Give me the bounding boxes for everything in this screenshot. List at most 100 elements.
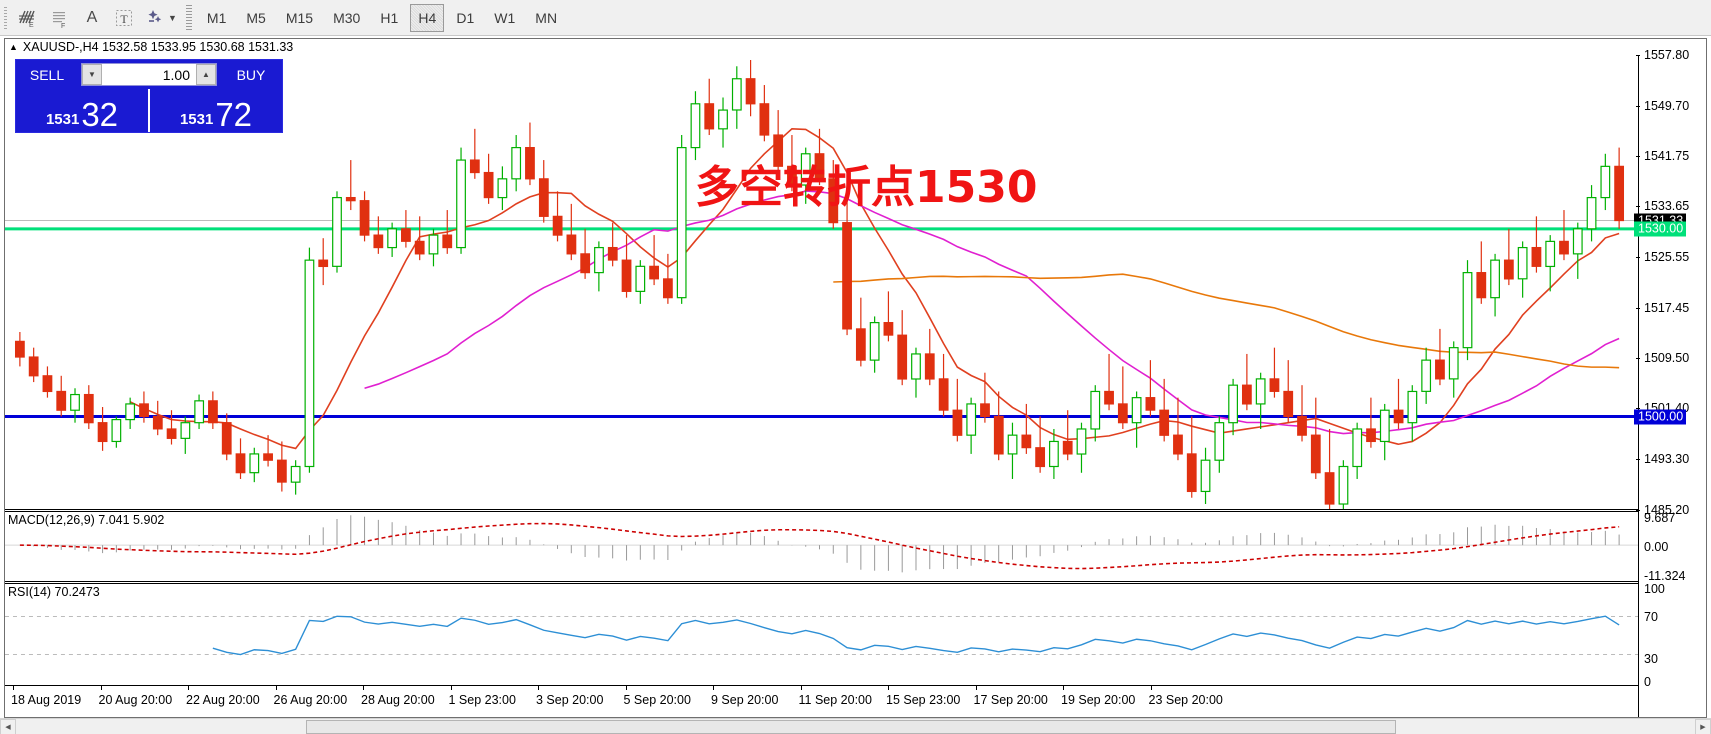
macd-tick-label: 0.00 bbox=[1644, 539, 1669, 554]
timeframe-mn[interactable]: MN bbox=[535, 9, 558, 26]
main-toolbar: E F A T bbox=[0, 0, 1711, 36]
timeframe-h4[interactable]: H4 bbox=[410, 3, 445, 32]
time-tick-mark bbox=[100, 686, 102, 690]
price-tick-mark bbox=[1636, 357, 1640, 359]
rsi-pane[interactable]: RSI(14) 70.2473 bbox=[5, 583, 1638, 687]
macd-tick-label: 9.687 bbox=[1644, 511, 1676, 526]
time-tick-label: 15 Sep 23:00 bbox=[886, 693, 961, 707]
crosshair-grid-icon[interactable]: F bbox=[45, 3, 75, 33]
volume-value[interactable]: 1.00 bbox=[162, 66, 190, 83]
time-tick-label: 3 Sep 20:00 bbox=[536, 693, 604, 707]
macd-chart-canvas bbox=[5, 515, 1638, 573]
volume-increment-button[interactable]: ▲ bbox=[196, 64, 216, 85]
text-label-icon[interactable]: A bbox=[86, 8, 98, 26]
symbol-ohlc-text: XAUUSD-,H4 1532.58 1533.95 1530.68 1531.… bbox=[22, 40, 294, 54]
price-tick-label: 1549.70 bbox=[1644, 98, 1690, 113]
sell-button[interactable]: 1531 32 bbox=[16, 89, 148, 132]
chart-window[interactable]: ▲ XAUUSD-,H4 1532.58 1533.95 1530.68 153… bbox=[4, 38, 1707, 718]
price-tick-mark bbox=[1636, 510, 1640, 511]
objects-icon[interactable] bbox=[141, 3, 171, 33]
macd-pane[interactable]: MACD(12,26,9) 7.041 5.902 bbox=[5, 511, 1638, 582]
time-tick-label: 20 Aug 20:00 bbox=[98, 693, 173, 707]
text-object-icon[interactable]: T bbox=[109, 3, 139, 33]
macd-label: MACD(12,26,9) 7.041 5.902 bbox=[8, 513, 165, 527]
time-tick-mark bbox=[450, 686, 452, 690]
dropdown-caret-icon[interactable]: ▼ bbox=[168, 12, 177, 23]
svg-text:T: T bbox=[120, 12, 128, 26]
price-tick-mark bbox=[1636, 55, 1640, 56]
scroll-left-button[interactable]: ◀ bbox=[0, 718, 16, 734]
time-tick-mark bbox=[1063, 686, 1064, 690]
time-tick-mark bbox=[275, 686, 277, 690]
time-axis[interactable]: 18 Aug 2019 20 Aug 20:00 22 Aug 20:00 26 Au… bbox=[5, 685, 1638, 717]
volume-decrement-button[interactable]: ▼ bbox=[82, 64, 102, 85]
time-tick-mark bbox=[975, 686, 977, 690]
chart-annotation-text: 多空转折点1530 bbox=[695, 162, 1038, 213]
price-tick-mark bbox=[1636, 206, 1640, 208]
timeframe-m15[interactable]: M15 bbox=[285, 9, 314, 26]
buy-price-main: 1531 bbox=[179, 111, 214, 128]
timeframe-m30[interactable]: M30 bbox=[333, 9, 361, 26]
one-click-trading-panel[interactable]: SELL ▼ 1.00 ▲ BUY 1531 32 1531 72 bbox=[15, 59, 283, 133]
time-tick-label: 23 Sep 20:00 bbox=[1148, 693, 1223, 707]
price-tick-mark bbox=[1636, 155, 1640, 157]
price-tick-mark bbox=[1636, 257, 1640, 259]
trade-panel-prices: 1531 32 1531 72 bbox=[16, 89, 282, 132]
svg-text:F: F bbox=[61, 23, 65, 29]
timeframe-d1[interactable]: D1 bbox=[456, 9, 475, 26]
scrollbar-track[interactable] bbox=[16, 718, 1695, 734]
time-tick-label: 1 Sep 23:00 bbox=[448, 693, 516, 707]
time-tick-label: 26 Aug 20:00 bbox=[273, 693, 348, 707]
timeframe-h1[interactable]: H1 bbox=[380, 9, 399, 26]
toolbar-grip-handle[interactable] bbox=[1, 4, 10, 31]
price-tick-label: 1509.50 bbox=[1644, 350, 1690, 365]
price-tick-mark bbox=[1636, 307, 1640, 309]
price-tick-label: 1533.65 bbox=[1644, 199, 1690, 214]
rsi-tick-label: 0 bbox=[1644, 674, 1651, 689]
volume-field[interactable]: ▼ 1.00 ▲ bbox=[81, 63, 217, 86]
rsi-label: RSI(14) 70.2473 bbox=[8, 585, 100, 599]
price-tick-label: 1485.20 bbox=[1644, 503, 1690, 517]
scroll-right-button[interactable]: ▶ bbox=[1695, 718, 1711, 734]
time-tick-mark bbox=[625, 686, 627, 690]
buy-button[interactable]: 1531 72 bbox=[148, 89, 282, 132]
svg-text:E: E bbox=[29, 22, 34, 29]
price-tick-mark bbox=[1636, 408, 1640, 410]
time-tick-label: 22 Aug 20:00 bbox=[186, 693, 260, 707]
time-tick-label: 17 Sep 20:00 bbox=[973, 693, 1048, 707]
time-tick-label: 28 Aug 20:00 bbox=[361, 693, 435, 707]
time-tick-mark bbox=[538, 686, 539, 690]
indicators-icon[interactable]: E bbox=[13, 3, 43, 33]
macd-tick-label: -11.324 bbox=[1644, 569, 1686, 584]
time-tick-mark bbox=[800, 686, 802, 690]
sell-price-fraction: 32 bbox=[81, 96, 119, 133]
level-line-tag[interactable]: 1530.00 bbox=[1634, 221, 1687, 237]
timeframe-w1[interactable]: W1 bbox=[494, 9, 516, 26]
price-tick-label: 1557.80 bbox=[1644, 48, 1690, 62]
rsi-tick-label: 100 bbox=[1644, 582, 1665, 597]
rsi-tick-label: 70 bbox=[1644, 610, 1658, 625]
scrollbar-thumb[interactable] bbox=[306, 719, 1396, 734]
price-tick-mark bbox=[1636, 105, 1640, 107]
trade-panel-top-row: SELL ▼ 1.00 ▲ BUY bbox=[16, 60, 282, 89]
level-line-tag[interactable]: 1500.00 bbox=[1634, 409, 1687, 425]
collapse-triangle-icon[interactable]: ▲ bbox=[9, 41, 18, 52]
time-tick-mark bbox=[888, 686, 889, 690]
toolbar-separator bbox=[185, 4, 192, 31]
time-tick-label: 9 Sep 20:00 bbox=[711, 693, 779, 707]
price-chart-canvas bbox=[5, 59, 1638, 509]
price-axis[interactable]: 1557.80 1549.70 1541.75 1533.65 1525.55 1517.… bbox=[1634, 48, 1706, 717]
rsi-tick-label: 30 bbox=[1644, 651, 1658, 666]
sell-label[interactable]: SELL bbox=[29, 66, 65, 83]
horizontal-scrollbar[interactable]: ◀ ▶ bbox=[0, 718, 1711, 734]
timeframe-m1[interactable]: M1 bbox=[206, 9, 227, 26]
time-tick-label: 18 Aug 2019 bbox=[11, 693, 82, 707]
buy-label[interactable]: BUY bbox=[236, 66, 266, 83]
time-tick-mark bbox=[1150, 686, 1152, 690]
price-tick-label: 1517.45 bbox=[1644, 300, 1690, 315]
symbol-info-bar: ▲ XAUUSD-,H4 1532.58 1533.95 1530.68 153… bbox=[5, 39, 1706, 55]
time-tick-label: 11 Sep 20:00 bbox=[798, 693, 872, 707]
price-tick-label: 1525.55 bbox=[1644, 250, 1690, 265]
timeframe-m5[interactable]: M5 bbox=[246, 9, 266, 26]
